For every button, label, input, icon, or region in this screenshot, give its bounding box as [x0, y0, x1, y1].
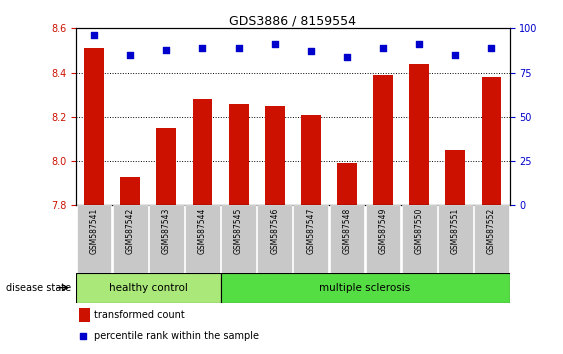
Text: GSM587542: GSM587542 [126, 207, 135, 253]
Bar [157, 128, 176, 205]
Point [415, 41, 424, 47]
Bar [402, 205, 436, 273]
Text: percentile rank within the sample: percentile rank within the sample [94, 331, 259, 341]
Point [270, 41, 279, 47]
Bar [79, 308, 90, 322]
Bar [445, 150, 465, 205]
Text: GSM587546: GSM587546 [270, 207, 279, 254]
Point [487, 45, 496, 51]
Point [378, 45, 387, 51]
Point [90, 33, 99, 38]
Title: GDS3886 / 8159554: GDS3886 / 8159554 [229, 14, 356, 27]
Bar [373, 75, 393, 205]
Text: GSM587543: GSM587543 [162, 207, 171, 254]
Point [342, 54, 351, 59]
Point [451, 52, 460, 58]
Bar [221, 273, 510, 303]
Bar [221, 205, 256, 273]
Point [234, 45, 243, 51]
Text: transformed count: transformed count [94, 310, 185, 320]
Bar [76, 273, 221, 303]
Bar [193, 99, 212, 205]
Bar [293, 205, 328, 273]
Point [79, 333, 88, 339]
Text: GSM587547: GSM587547 [306, 207, 315, 254]
Bar [77, 205, 111, 273]
Text: GSM587550: GSM587550 [415, 207, 424, 254]
Bar [438, 205, 473, 273]
Text: GSM587552: GSM587552 [487, 207, 496, 253]
Point [198, 45, 207, 51]
Bar [229, 103, 248, 205]
Text: healthy control: healthy control [109, 282, 187, 293]
Bar [149, 205, 184, 273]
Text: GSM587541: GSM587541 [90, 207, 99, 253]
Text: GSM587549: GSM587549 [378, 207, 387, 254]
Point [162, 47, 171, 52]
Text: GSM587545: GSM587545 [234, 207, 243, 254]
Bar [366, 205, 400, 273]
Bar [409, 64, 429, 205]
Bar [337, 163, 357, 205]
Text: GSM587548: GSM587548 [342, 207, 351, 253]
Text: multiple sclerosis: multiple sclerosis [319, 282, 410, 293]
Text: GSM587551: GSM587551 [451, 207, 460, 253]
Bar [329, 205, 364, 273]
Bar [84, 48, 104, 205]
Point [306, 48, 315, 54]
Bar [474, 205, 509, 273]
Text: GSM587544: GSM587544 [198, 207, 207, 254]
Bar [113, 205, 148, 273]
Bar [120, 177, 140, 205]
Bar [257, 205, 292, 273]
Point [126, 52, 135, 58]
Text: disease state: disease state [6, 282, 71, 293]
Bar [265, 106, 285, 205]
Bar [185, 205, 220, 273]
Bar [481, 77, 502, 205]
Bar [301, 115, 321, 205]
